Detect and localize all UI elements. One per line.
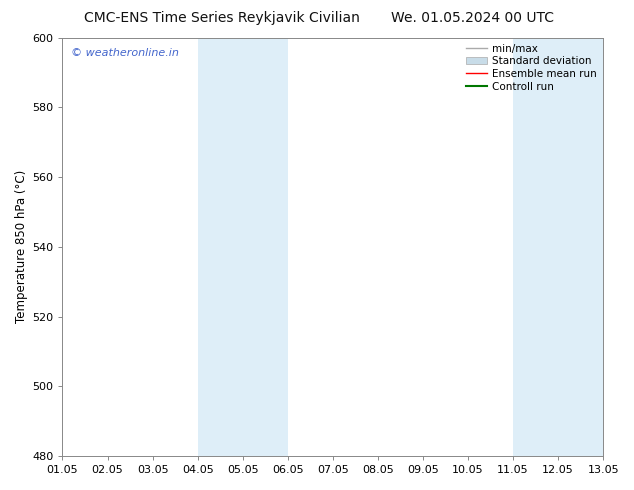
Bar: [513, 38, 558, 456]
Bar: [198, 38, 243, 456]
Text: CMC-ENS Time Series Reykjavik Civilian: CMC-ENS Time Series Reykjavik Civilian: [84, 11, 360, 25]
Y-axis label: Temperature 850 hPa (°C): Temperature 850 hPa (°C): [15, 170, 28, 323]
Bar: [243, 38, 288, 456]
Bar: [558, 38, 603, 456]
Text: We. 01.05.2024 00 UTC: We. 01.05.2024 00 UTC: [391, 11, 554, 25]
Text: © weatheronline.in: © weatheronline.in: [70, 48, 178, 58]
Legend: min/max, Standard deviation, Ensemble mean run, Controll run: min/max, Standard deviation, Ensemble me…: [462, 40, 601, 96]
